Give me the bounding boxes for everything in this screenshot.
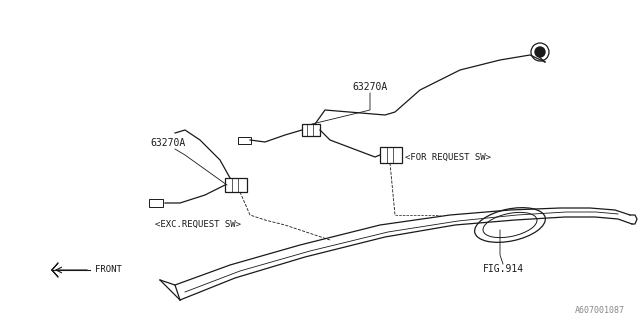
Text: 63270A: 63270A — [150, 138, 186, 148]
Text: 63270A: 63270A — [353, 82, 388, 92]
Circle shape — [535, 47, 545, 57]
Bar — [380, 147, 402, 163]
Bar — [149, 199, 163, 207]
Bar — [238, 137, 251, 144]
Bar — [225, 178, 247, 192]
Bar — [302, 124, 320, 136]
Text: <EXC.REQUEST SW>: <EXC.REQUEST SW> — [155, 220, 241, 229]
Text: <FOR REQUEST SW>: <FOR REQUEST SW> — [405, 153, 491, 162]
Text: FIG.914: FIG.914 — [483, 264, 524, 274]
Text: A607001087: A607001087 — [575, 306, 625, 315]
Text: FRONT: FRONT — [95, 266, 122, 275]
